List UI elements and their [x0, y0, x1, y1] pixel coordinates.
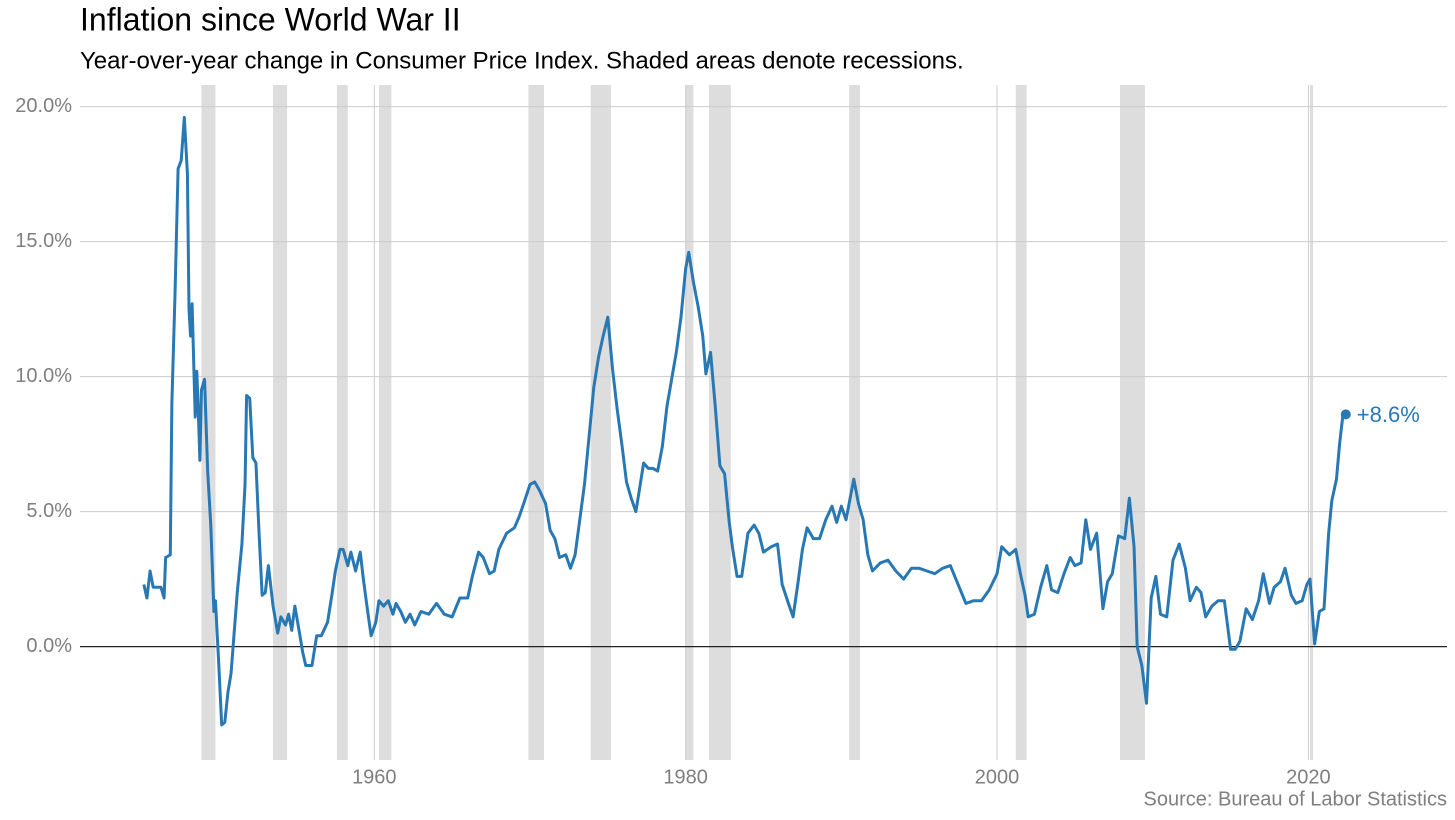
x-tick-label: 1980	[663, 766, 708, 788]
recession-band	[1309, 85, 1314, 760]
chart-subtitle: Year-over-year change in Consumer Price …	[80, 47, 964, 74]
y-tick-label: 0.0%	[26, 635, 72, 657]
recession-band	[1120, 85, 1145, 760]
recession-band	[709, 85, 731, 760]
background-layer	[80, 85, 1447, 760]
recession-band	[590, 85, 611, 760]
recession-band	[201, 85, 216, 760]
recession-band	[685, 85, 694, 760]
y-tick-label: 15.0%	[15, 230, 72, 252]
inflation-line	[142, 115, 1347, 727]
recession-band	[378, 85, 392, 760]
end-annotation: +8.6%	[1357, 402, 1420, 427]
recession-band	[273, 85, 288, 760]
y-tick-label: 5.0%	[26, 500, 72, 522]
end-point	[1340, 409, 1351, 420]
y-tick-label: 20.0%	[15, 95, 72, 117]
recession-band	[849, 85, 861, 760]
recession-band	[528, 85, 544, 760]
recession-band	[336, 85, 348, 760]
x-tick-label: 2020	[1286, 766, 1331, 788]
recession-band	[1015, 85, 1027, 760]
chart-title: Inflation since World War II	[80, 1, 461, 37]
y-tick-label: 10.0%	[15, 365, 72, 387]
source-note: Source: Bureau of Labor Statistics	[1144, 788, 1448, 810]
x-tick-label: 1960	[352, 766, 397, 788]
x-tick-label: 2000	[975, 766, 1020, 788]
